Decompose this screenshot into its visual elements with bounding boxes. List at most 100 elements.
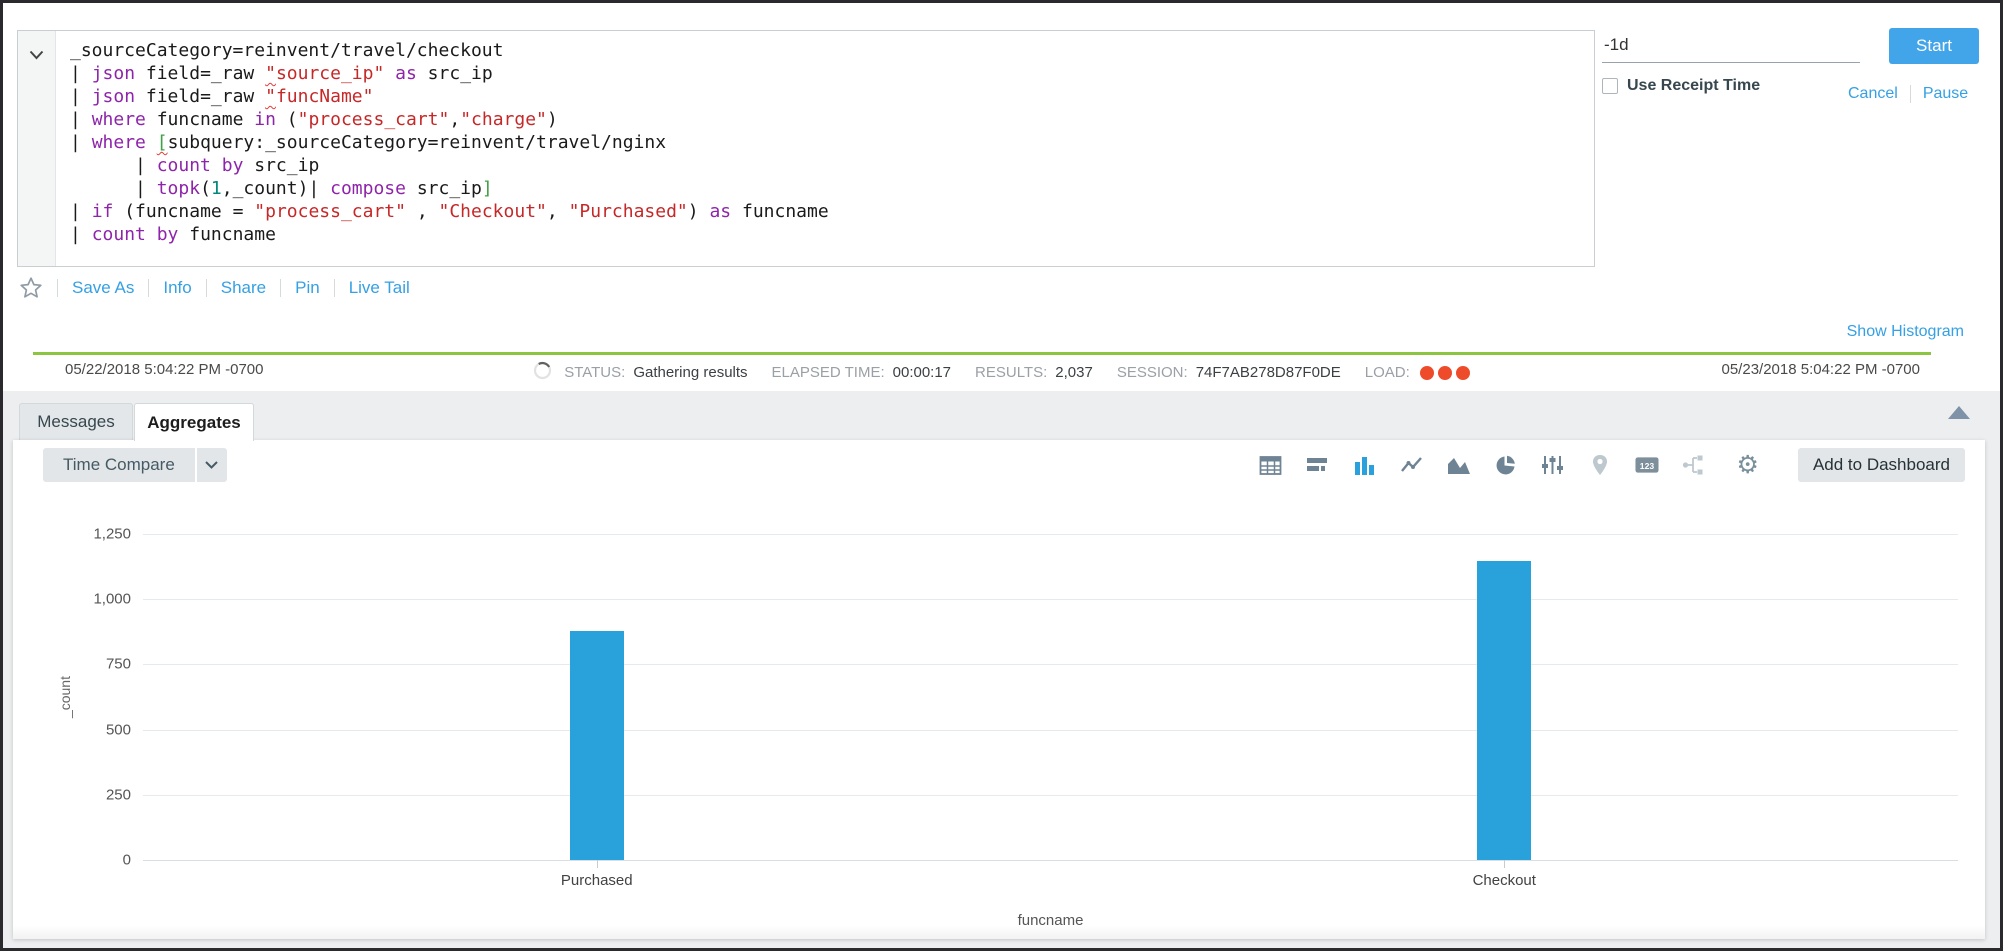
use-receipt-time-label: Use Receipt Time [1627,77,1761,94]
tab-aggregates[interactable]: Aggregates [134,403,254,441]
gridline [143,599,1958,601]
query-line: | json field=_raw "funcName" [70,86,374,107]
query-line: | if (funcname = "process_cart" , "Check… [70,201,829,222]
load-dot [1455,365,1470,380]
aggregates-chart: _count 0 250 500 750 1,000 1,250 funcname Pur… [13,496,1985,936]
map-pin-icon[interactable] [1588,453,1612,477]
x-category-label: Purchased [560,872,633,889]
favorite-star-icon[interactable] [19,276,43,299]
chart-type-icons: 123 ⚙ Add to Dashboard [1259,448,1965,482]
settings-gear-icon[interactable]: ⚙ [1736,451,1759,479]
x-tick [596,860,598,868]
live-tail-link[interactable]: Live Tail [348,277,410,297]
pin-link[interactable]: Pin [295,277,320,297]
separator [57,278,58,297]
query-editor[interactable]: _sourceCategory=reinvent/travel/checkout… [56,31,1594,266]
elapsed-time-value: 00:00:17 [892,364,952,381]
y-axis-tick-labels: 0 250 500 750 1,000 1,250 [13,526,131,869]
gridline [143,729,1958,731]
search-end-time: 05/23/2018 5:04:22 PM -0700 [1721,361,1921,378]
column-chart-icon[interactable] [1353,453,1377,477]
tab-messages[interactable]: Messages [19,403,133,440]
pause-link[interactable]: Pause [1922,85,1969,102]
time-range-input[interactable]: -1d [1602,31,1860,63]
separator [148,278,150,297]
x-tick [1504,860,1506,868]
y-tick-label: 1,250 [93,525,131,543]
spinner-icon [533,361,552,384]
session-label: SESSION: [1116,364,1188,381]
search-actions-row: Save As Info Share Pin Live Tail [19,276,410,299]
show-histogram-link[interactable]: Show Histogram [1846,323,1964,340]
session-value: 74F7AB278D87F0DE [1195,364,1341,381]
status-row: 05/22/2018 5:04:22 PM -0700 STATUS: Gath… [3,361,2000,383]
pie-chart-icon[interactable] [1494,453,1518,477]
separator [280,278,282,297]
pane-bottom-shadow [13,925,1985,939]
results-label: RESULTS: [975,364,1048,381]
gridline [143,664,1958,666]
query-line: | count by funcname [70,224,276,245]
separator [333,278,335,297]
chart-plot-area: funcname Purchased Checkout [143,534,1958,929]
gridline [143,794,1958,796]
line-chart-icon[interactable] [1400,453,1424,477]
query-line: _sourceCategory=reinvent/travel/checkout [70,40,504,61]
load-dot [1437,365,1452,380]
bar-purchased[interactable] [569,630,624,860]
x-category-label: Checkout [1472,872,1536,889]
use-receipt-time-checkbox[interactable] [1602,78,1618,94]
status-center: STATUS: Gathering results ELAPSED TIME: … [3,361,2000,384]
area-chart-icon[interactable] [1447,453,1471,477]
gridline [143,860,1958,861]
use-receipt-time-row: Use Receipt Time [1602,77,1760,95]
horizontal-bar-chart-icon[interactable] [1306,453,1330,477]
status-label: STATUS: [564,364,626,381]
y-tick-label: 750 [105,655,131,673]
search-header-section: _sourceCategory=reinvent/travel/checkout… [3,3,2000,391]
sliders-icon[interactable] [1541,453,1565,477]
collapse-panel-icon[interactable] [1948,406,1970,424]
query-line: | count by src_ip [70,155,320,176]
separator [1909,85,1911,103]
status-value: Gathering results [633,364,748,381]
query-line: | where funcname in ("process_cart","cha… [70,109,558,130]
results-value: 2,037 [1055,364,1093,381]
query-line: | where [subquery:_sourceCategory=reinve… [70,132,667,153]
load-dot [1419,365,1434,380]
histogram-collapsed-bar [33,352,1931,355]
y-tick-label: 1,000 [93,590,131,608]
load-indicator-dots [1419,365,1470,380]
query-gutter [18,31,56,266]
flow-diagram-icon[interactable] [1682,453,1706,477]
cancel-link[interactable]: Cancel [1848,85,1898,102]
add-to-dashboard-button[interactable]: Add to Dashboard [1797,448,1965,482]
query-card: _sourceCategory=reinvent/travel/checkout… [17,30,1595,267]
query-line: | json field=_raw "source_ip" as src_ip [70,63,493,84]
results-toolbar: Time Compare [13,448,1985,484]
time-compare-dropdown-chevron-icon[interactable] [196,448,227,482]
bar-checkout[interactable] [1477,561,1532,860]
start-button[interactable]: Start [1889,28,1979,64]
load-label: LOAD: [1364,364,1410,381]
search-start-time: 05/22/2018 5:04:22 PM -0700 [65,361,264,378]
share-link[interactable]: Share [220,277,267,297]
svg-text:123: 123 [1639,461,1654,471]
elapsed-time-label: ELAPSED TIME: [771,364,885,381]
y-tick-label: 500 [105,721,131,739]
cancel-pause-links: Cancel Pause [1848,85,1968,103]
save-as-link[interactable]: Save As [72,277,135,297]
y-tick-label: 250 [105,786,131,804]
time-compare-group: Time Compare [43,448,227,482]
numeric-display-icon[interactable]: 123 [1635,453,1659,477]
aggregates-pane: Time Compare [13,440,1985,939]
x-axis-title: funcname [1017,912,1084,929]
time-compare-button[interactable]: Time Compare [43,448,195,482]
y-tick-label: 0 [122,851,131,869]
query-line: | topk(1,_count)| compose src_ip] [70,178,493,199]
chevron-down-icon[interactable] [29,47,44,266]
separator [205,278,207,297]
info-link[interactable]: Info [163,277,192,297]
table-icon[interactable] [1259,453,1283,477]
